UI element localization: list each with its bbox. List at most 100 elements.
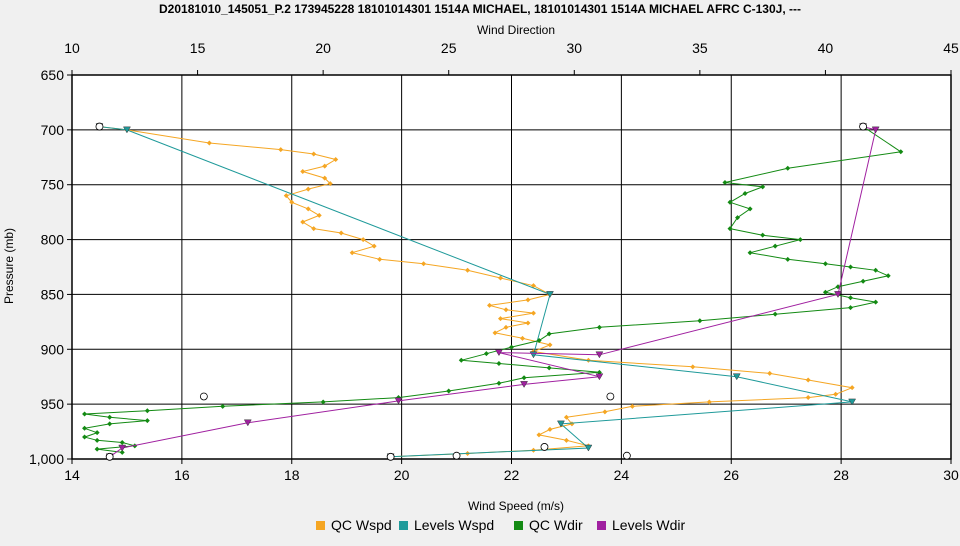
data-point-qc-wspd — [547, 342, 553, 348]
x2-tick-label: 45 — [943, 40, 959, 56]
data-point-qc-wdir — [760, 184, 766, 190]
data-point-qc-wdir — [885, 273, 891, 279]
legend-swatch-levels-wspd — [399, 521, 408, 530]
open-circle-marker — [199, 392, 208, 401]
data-point-qc-wspd — [322, 175, 328, 181]
data-point-levels-wdir — [520, 381, 528, 388]
data-point-qc-wspd — [421, 261, 427, 267]
x2-tick-label: 40 — [818, 40, 834, 56]
open-circle-marker — [452, 451, 461, 460]
x-tick-label: 30 — [943, 467, 959, 483]
plot-border — [71, 74, 952, 460]
data-point-qc-wspd — [498, 316, 504, 322]
data-point-qc-wdir — [797, 237, 803, 243]
data-point-qc-wspd — [530, 283, 536, 289]
data-point-qc-wspd — [465, 267, 471, 273]
data-point-qc-wspd — [492, 330, 498, 336]
data-point-qc-wdir — [496, 380, 502, 386]
data-point-qc-wdir — [144, 418, 150, 424]
x2-axis-label: Wind Direction — [477, 23, 555, 37]
data-point-qc-wspd — [360, 237, 366, 243]
x-tick-label: 18 — [284, 467, 300, 483]
y-axis-label: Pressure (mb) — [2, 228, 16, 304]
data-point-levels-wdir — [871, 126, 880, 134]
x2-tick-label: 20 — [315, 40, 331, 56]
legend-label-qc-wdir: QC Wdir — [529, 517, 583, 533]
data-point-qc-wspd — [767, 370, 773, 376]
level-circle-marker — [95, 122, 104, 131]
data-point-qc-wdir — [320, 399, 326, 405]
data-point-levels-wspd — [732, 373, 741, 381]
x-tick-label: 14 — [64, 467, 80, 483]
data-point-qc-wspd — [300, 169, 306, 175]
data-point-qc-wdir — [822, 261, 828, 267]
data-point-levels-wdir — [595, 373, 604, 381]
data-point-qc-wspd — [602, 409, 608, 415]
data-point-qc-wspd — [629, 403, 635, 409]
data-point-levels-wdir — [834, 291, 842, 298]
data-point-qc-wspd — [563, 414, 569, 420]
data-point-qc-wdir — [483, 351, 489, 357]
x-tick-label: 28 — [833, 467, 849, 483]
legend-swatch-levels-wdir — [597, 521, 606, 530]
data-point-levels-wdir — [495, 349, 503, 357]
data-point-qc-wdir — [747, 250, 753, 256]
x-tick-label: 26 — [723, 467, 739, 483]
data-point-qc-wdir — [822, 289, 828, 295]
data-point-qc-wdir — [94, 430, 100, 436]
data-point-qc-wdir — [82, 434, 88, 440]
data-point-qc-wspd — [498, 275, 504, 281]
x-tick-label: 16 — [174, 467, 190, 483]
data-point-qc-wspd — [530, 310, 536, 316]
data-point-qc-wdir — [458, 357, 464, 363]
data-point-qc-wdir — [107, 421, 113, 427]
legend: QC Wspd Levels Wspd QC Wdir Levels Wdir — [316, 517, 685, 533]
legend-label-levels-wdir: Levels Wdir — [612, 517, 685, 533]
data-point-levels-wdir — [118, 444, 127, 452]
x2-tick-label: 30 — [566, 40, 582, 56]
y-tick-label: 700 — [41, 122, 65, 138]
data-point-qc-wdir — [898, 149, 904, 155]
data-point-qc-wdir — [785, 165, 791, 171]
data-point-qc-wspd — [371, 243, 377, 249]
x2-tick-label: 10 — [64, 40, 80, 56]
data-point-qc-wdir — [727, 226, 733, 232]
data-point-qc-wdir — [760, 232, 766, 238]
data-point-qc-wspd — [338, 230, 344, 236]
data-point-qc-wdir — [509, 344, 514, 350]
data-point-qc-wspd — [206, 140, 212, 146]
data-point-qc-wdir — [144, 408, 150, 414]
data-point-qc-wdir — [82, 411, 88, 417]
data-point-qc-wdir — [735, 215, 741, 221]
y-tick-label: 800 — [41, 232, 65, 248]
data-point-qc-wspd — [305, 206, 311, 212]
data-point-qc-wspd — [525, 297, 531, 303]
data-point-qc-wspd — [706, 399, 712, 405]
data-point-qc-wdir — [873, 267, 879, 273]
data-point-levels-wspd — [546, 291, 554, 298]
level-circle-marker — [105, 452, 114, 461]
data-point-qc-wspd — [311, 226, 317, 232]
x-tick-label: 24 — [614, 467, 630, 483]
y-tick-label: 650 — [41, 67, 65, 83]
data-point-qc-wspd — [305, 186, 311, 192]
data-point-levels-wdir — [595, 351, 604, 359]
data-point-qc-wspd — [503, 307, 509, 313]
legend-swatch-qc-wspd — [316, 521, 325, 530]
data-point-qc-wspd — [805, 395, 811, 401]
data-point-qc-wspd — [563, 437, 569, 443]
data-point-qc-wspd — [503, 324, 509, 330]
data-point-levels-wspd — [557, 420, 565, 428]
data-point-qc-wspd — [525, 320, 531, 326]
x-tick-label: 22 — [504, 467, 520, 483]
data-point-qc-wdir — [747, 206, 753, 212]
data-point-levels-wdir — [394, 397, 403, 405]
x-axis-label: Wind Speed (m/s) — [468, 499, 564, 513]
data-point-levels-wdir — [243, 419, 252, 427]
data-point-qc-wspd — [833, 391, 839, 397]
open-circle-marker — [622, 451, 631, 460]
data-point-qc-wdir — [119, 440, 125, 446]
data-point-qc-wdir — [697, 318, 703, 324]
